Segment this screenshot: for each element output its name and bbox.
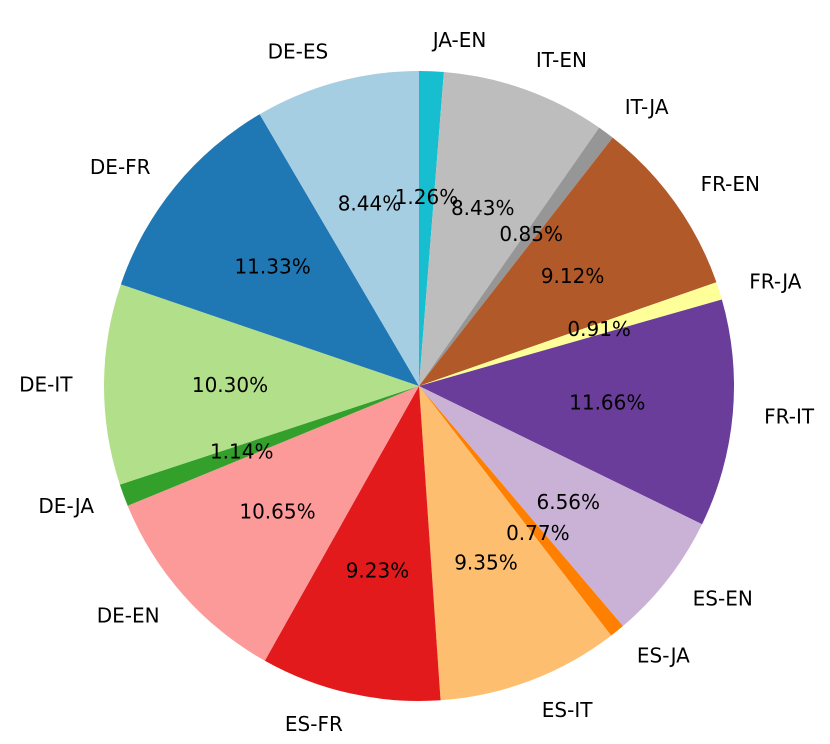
pie-slice-de-es bbox=[259, 71, 419, 386]
slice-label-de-ja: DE-JA bbox=[38, 494, 94, 518]
pie-slice-es-fr bbox=[264, 386, 441, 701]
pct-label-es-ja: 0.77% bbox=[506, 521, 570, 545]
pct-label-es-en: 6.56% bbox=[536, 490, 600, 514]
pie-slice-it-en bbox=[419, 71, 600, 387]
pct-label-de-en: 10.65% bbox=[239, 499, 315, 523]
pie-slice-de-it bbox=[104, 284, 420, 485]
pie-slice-fr-it bbox=[419, 299, 735, 525]
slice-label-ja-en: JA-EN bbox=[431, 28, 487, 52]
pie-slice-de-ja bbox=[119, 386, 419, 506]
pct-label-it-en: 8.43% bbox=[451, 196, 515, 220]
slice-label-it-ja: IT-JA bbox=[625, 95, 669, 119]
pie-slice-fr-en bbox=[419, 137, 717, 386]
pct-label-fr-ja: 0.91% bbox=[567, 317, 631, 341]
pie-slice-ja-en bbox=[419, 71, 444, 386]
pct-label-de-ja: 1.14% bbox=[210, 440, 274, 464]
slice-label-es-it: ES-IT bbox=[542, 698, 593, 722]
slice-label-de-es: DE-ES bbox=[268, 40, 329, 64]
slice-label-es-en: ES-EN bbox=[693, 587, 753, 611]
slice-label-de-fr: DE-FR bbox=[90, 155, 151, 179]
pct-label-de-it: 10.30% bbox=[192, 373, 268, 397]
slice-label-es-ja: ES-JA bbox=[637, 643, 690, 667]
pie-slice-es-en bbox=[419, 386, 703, 627]
slice-label-de-it: DE-IT bbox=[19, 372, 73, 396]
slice-label-es-fr: ES-FR bbox=[285, 712, 343, 736]
pie-slice-es-ja bbox=[419, 386, 623, 636]
slice-label-fr-it: FR-IT bbox=[764, 404, 815, 428]
slice-label-it-en: IT-EN bbox=[536, 48, 587, 72]
pct-label-fr-en: 9.12% bbox=[541, 264, 605, 288]
pie-slice-it-ja bbox=[419, 127, 613, 386]
pie-slices bbox=[104, 71, 735, 701]
pct-label-it-ja: 0.85% bbox=[499, 222, 563, 246]
slice-label-fr-ja: FR-JA bbox=[749, 269, 801, 293]
pie-slice-de-fr bbox=[120, 114, 420, 386]
pie-slice-es-it bbox=[419, 386, 612, 701]
pie-slice-fr-ja bbox=[419, 282, 722, 386]
pct-label-de-fr: 11.33% bbox=[234, 254, 310, 278]
pie-slice-de-en bbox=[127, 386, 420, 661]
slice-label-fr-en: FR-EN bbox=[701, 172, 760, 196]
pct-label-es-it: 9.35% bbox=[454, 551, 518, 575]
pct-label-de-es: 8.44% bbox=[338, 192, 402, 216]
pct-label-fr-it: 11.66% bbox=[569, 391, 645, 415]
slice-label-de-en: DE-EN bbox=[97, 604, 160, 628]
pct-label-ja-en: 1.26% bbox=[395, 185, 459, 209]
pie-labels: 1.26% JA-EN 8.43% IT-EN 0.85% IT-JA 9.12% FR-EN… bbox=[19, 28, 815, 736]
pct-label-es-fr: 9.23% bbox=[346, 558, 410, 582]
